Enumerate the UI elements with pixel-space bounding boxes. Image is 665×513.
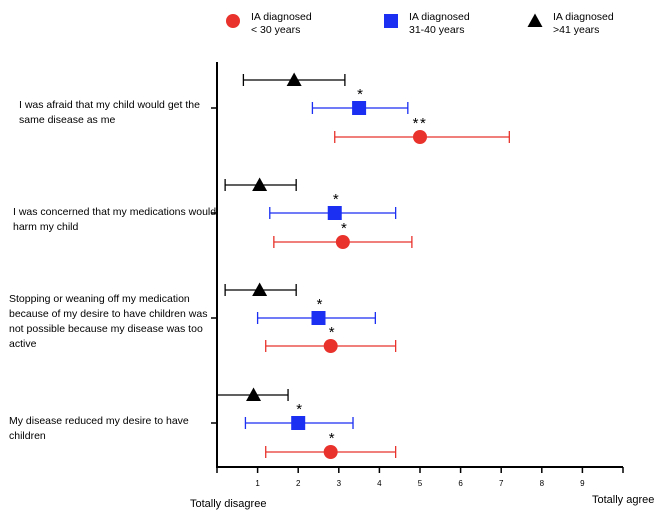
point-triangle-row2 [252,177,268,191]
point-square-row1 [352,101,367,115]
annotation-square-row4: * [296,401,302,418]
x-tick-label-7: 7 [499,479,504,488]
annotation-square-row2: * [333,191,339,208]
point-circle-row3 [323,339,338,353]
x-end-label-left: Totally disagree [190,498,267,510]
annotation-circle-row2: * [341,220,347,237]
x-tick-label-4: 4 [377,479,382,488]
annotation-circle-row1: ** [413,115,428,132]
x-tick-label-5: 5 [418,479,423,488]
legend-label-over-41: IA diagnosed >41 years [553,11,614,36]
annotation-square-row3: * [317,296,323,313]
x-tick-label-3: 3 [337,479,342,488]
point-triangle-row1 [286,72,302,86]
category-label-4: My disease reduced my desire to have chi… [9,415,189,442]
point-triangle-row4 [246,387,262,401]
legend-label-31-40: IA diagnosed 31-40 years [409,11,470,36]
x-tick-label-9: 9 [580,479,585,488]
point-circle-row1 [413,130,427,144]
x-end-label-right: Totally agree [592,494,655,506]
point-circle-row4 [323,445,338,459]
legend-marker-triangle [527,13,543,27]
x-tick-label-2: 2 [296,479,301,488]
annotation-circle-row3: * [329,324,335,341]
legend-marker-circle [226,14,240,28]
x-tick-label-1: 1 [255,479,260,488]
category-label-1: I was afraid that my child would get the… [19,99,200,126]
annotation-square-row1: * [357,86,363,103]
point-square-row2 [327,206,342,220]
legend-marker-square [384,14,398,28]
point-circle-row2 [335,235,350,249]
category-label-3: Stopping or weaning off my medication be… [9,293,208,350]
x-tick-label-8: 8 [540,479,545,488]
point-triangle-row3 [252,282,268,296]
legend-label-under-30: IA diagnosed < 30 years [251,11,312,36]
x-tick-label-6: 6 [458,479,463,488]
point-square-row3 [311,311,326,325]
category-label-2: I was concerned that my medications woul… [13,206,217,233]
annotation-circle-row4: * [329,430,335,447]
point-square-row4 [291,416,306,430]
